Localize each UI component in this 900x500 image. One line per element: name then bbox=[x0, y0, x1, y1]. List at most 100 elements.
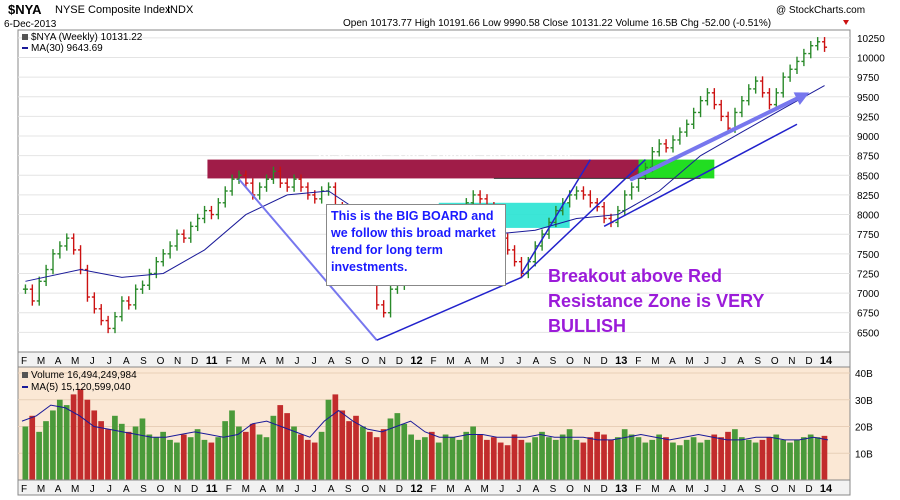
volume-bar bbox=[759, 439, 766, 480]
volume-bar bbox=[725, 431, 731, 480]
price-bar bbox=[112, 311, 118, 334]
price-tick-label: 6500 bbox=[857, 328, 880, 339]
price-bar bbox=[22, 284, 28, 294]
x-axis-label: J bbox=[499, 484, 504, 495]
x-axis-label: N bbox=[583, 356, 590, 367]
price-bar bbox=[29, 284, 35, 306]
price-bar bbox=[753, 76, 759, 94]
price-bar bbox=[629, 182, 635, 200]
legend-volume: Volume 16,494,249,984 bbox=[31, 370, 137, 381]
price-bar bbox=[305, 182, 311, 200]
x-axis-label: N bbox=[379, 484, 386, 495]
volume-bar bbox=[546, 437, 552, 480]
x-axis-label: N bbox=[379, 356, 386, 367]
x-axis-label: A bbox=[464, 484, 471, 495]
price-bar bbox=[698, 95, 704, 118]
volume-bar bbox=[153, 437, 160, 480]
volume-bar bbox=[366, 431, 373, 480]
x-axis-label: A bbox=[737, 356, 744, 367]
price-bar bbox=[760, 76, 766, 98]
volume-bar bbox=[635, 437, 642, 480]
volume-bar bbox=[91, 410, 98, 480]
volume-bar bbox=[656, 434, 662, 480]
price-bar bbox=[140, 280, 146, 294]
volume-bar bbox=[566, 429, 573, 480]
price-tick-label: 9250 bbox=[857, 112, 880, 123]
volume-bar bbox=[415, 439, 421, 480]
price-bar bbox=[174, 229, 180, 251]
volume-bar bbox=[649, 439, 656, 480]
x-axis-label: J bbox=[107, 356, 112, 367]
volume-bar bbox=[284, 413, 290, 480]
volume-bar bbox=[511, 434, 518, 480]
price-bar bbox=[202, 205, 208, 224]
x-axis-label: F bbox=[226, 356, 232, 367]
x-axis-label: M bbox=[276, 356, 284, 367]
x-axis-label: M bbox=[481, 484, 489, 495]
volume-bar bbox=[670, 442, 676, 480]
price-bar bbox=[195, 213, 201, 232]
x-axis-label: O bbox=[157, 484, 165, 495]
price-bar bbox=[746, 84, 752, 106]
volume-bar bbox=[256, 434, 263, 480]
volume-bar bbox=[298, 434, 304, 480]
x-axis-label: 12 bbox=[410, 483, 422, 495]
x-axis-label: M bbox=[446, 484, 454, 495]
volume-tick-label: 30B bbox=[855, 396, 873, 407]
price-bar bbox=[815, 37, 821, 51]
x-axis-label: A bbox=[669, 356, 676, 367]
volume-bar bbox=[428, 431, 435, 480]
volume-bar bbox=[539, 431, 545, 480]
legend-volume-ma: MA(5) 15,120,599,040 bbox=[31, 382, 131, 393]
x-axis-label: J bbox=[107, 484, 112, 495]
volume-bar bbox=[43, 421, 49, 480]
price-bar bbox=[43, 264, 49, 287]
x-axis-label: M bbox=[446, 356, 454, 367]
price-bar bbox=[215, 198, 221, 220]
price-bar bbox=[236, 170, 242, 184]
price-tick-label: 7500 bbox=[857, 250, 880, 261]
x-axis-label: F bbox=[635, 356, 641, 367]
x-axis-label: O bbox=[157, 356, 165, 367]
price-bar bbox=[388, 284, 394, 318]
price-bar bbox=[264, 174, 270, 192]
chart-date: 6-Dec-2013 bbox=[4, 19, 57, 30]
volume-bar bbox=[180, 434, 187, 480]
volume-bar bbox=[497, 442, 504, 480]
volume-bar bbox=[270, 415, 277, 480]
volume-bar bbox=[194, 429, 201, 480]
price-bar bbox=[725, 111, 731, 133]
price-bar bbox=[794, 56, 800, 74]
price-bar bbox=[181, 229, 187, 243]
volume-tick-label: 10B bbox=[855, 449, 873, 460]
price-tick-label: 9500 bbox=[857, 93, 880, 104]
volume-bar bbox=[745, 439, 752, 480]
price-bar bbox=[512, 245, 518, 267]
volume-bar bbox=[442, 434, 449, 480]
price-bar bbox=[188, 221, 194, 243]
volume-bar bbox=[794, 439, 800, 480]
volume-bar bbox=[463, 431, 470, 480]
volume-bar bbox=[318, 431, 325, 480]
x-axis-label: S bbox=[345, 484, 352, 495]
price-bar bbox=[64, 233, 70, 251]
x-axis-label: J bbox=[499, 356, 504, 367]
price-tick-label: 7750 bbox=[857, 230, 880, 241]
symbol: $NYA bbox=[8, 2, 42, 17]
volume-tick-label: 20B bbox=[855, 423, 873, 434]
volume-bar bbox=[780, 439, 786, 480]
x-axis-label: A bbox=[55, 484, 62, 495]
x-axis-label: M bbox=[276, 484, 284, 495]
x-axis-label: O bbox=[566, 356, 574, 367]
uptrend-line-2 bbox=[520, 159, 646, 278]
price-tick-label: 10000 bbox=[857, 53, 885, 64]
price-bar bbox=[133, 284, 139, 310]
volume-bar bbox=[690, 437, 697, 480]
price-bar bbox=[780, 72, 786, 98]
x-axis-label: M bbox=[71, 356, 79, 367]
x-axis-label: D bbox=[191, 484, 198, 495]
watermark: @ StockCharts.com bbox=[776, 5, 865, 16]
x-axis-label: O bbox=[771, 356, 779, 367]
price-bar bbox=[808, 40, 814, 59]
x-axis-label: N bbox=[174, 356, 181, 367]
